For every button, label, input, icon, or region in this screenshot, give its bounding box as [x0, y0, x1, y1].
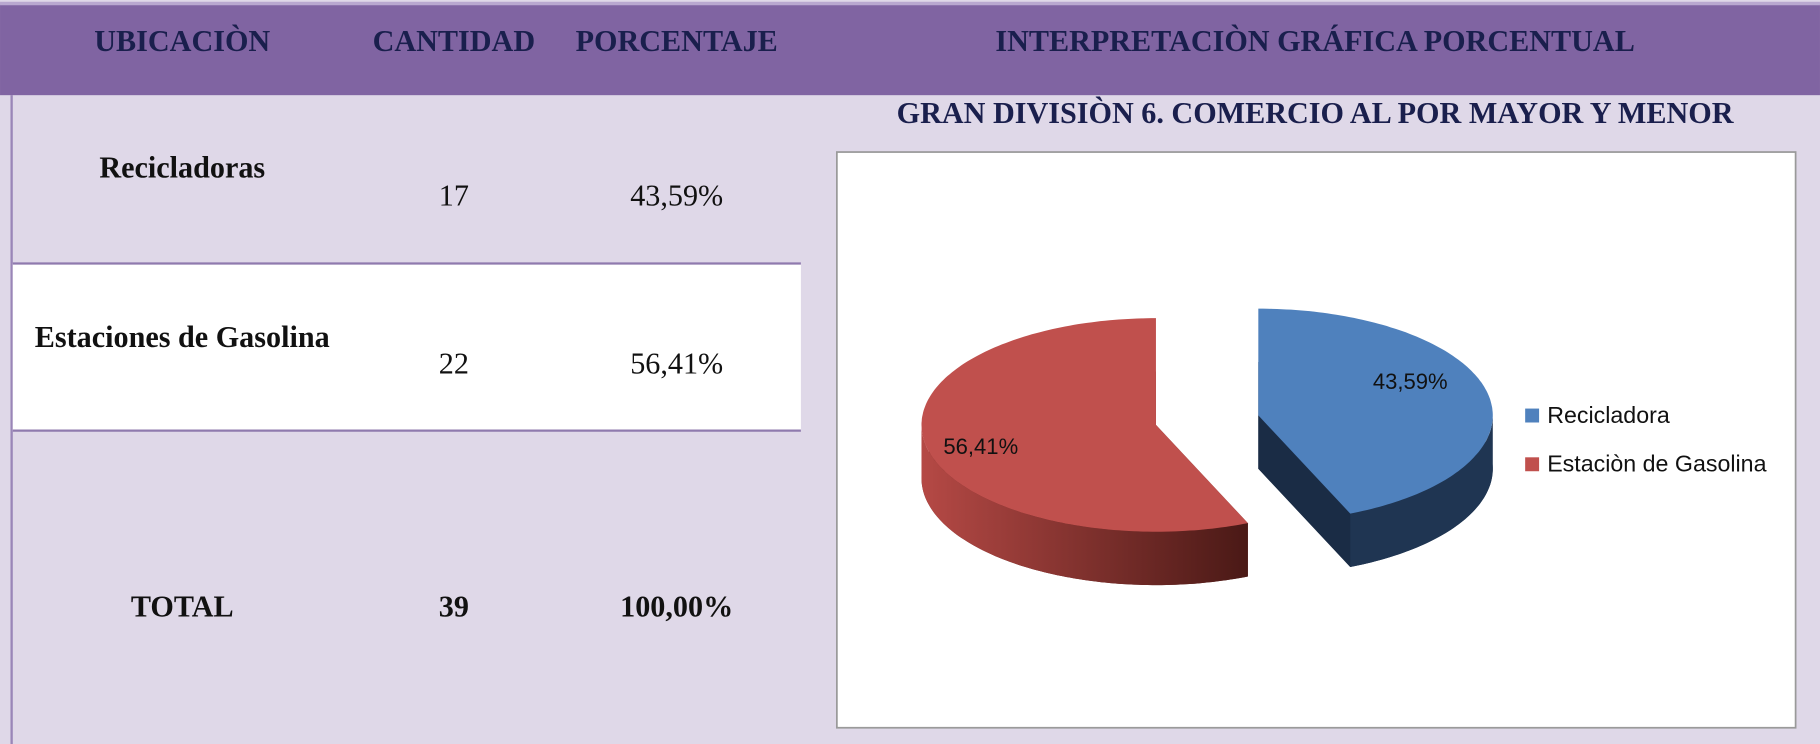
- row-label: Estaciones de Gasolina: [35, 320, 330, 354]
- chart-title: GRAN DIVISIÒN 6. COMERCIO AL POR MAYOR Y…: [897, 96, 1735, 130]
- data-label: 56,41%: [943, 434, 1018, 459]
- cell: 56,41%: [630, 347, 723, 381]
- white-row: [12, 263, 801, 431]
- legend-swatch: [1525, 408, 1540, 423]
- header-cell: UBICACIÒN: [94, 24, 270, 58]
- header-cell: INTERPRETACIÒN GRÁFICA PORCENTUAL: [995, 24, 1634, 58]
- slice-cut-face: [1258, 415, 1351, 567]
- header-band: [0, 3, 1820, 96]
- cell: 22: [439, 347, 469, 381]
- slice: [921, 318, 1248, 532]
- total-label: TOTAL: [131, 589, 234, 623]
- slice: [1258, 308, 1493, 514]
- cell: 43,59%: [630, 178, 723, 212]
- row-label: Recicladoras: [99, 151, 265, 185]
- total-cell: 100,00%: [620, 589, 733, 623]
- legend-label: Estaciòn de Gasolina: [1547, 451, 1766, 477]
- legend-label: Recicladora: [1547, 402, 1670, 428]
- header-cell: CANTIDAD: [373, 24, 536, 58]
- total-cell: 39: [439, 589, 469, 623]
- slice-side: [921, 424, 1248, 586]
- legend-swatch: [1525, 457, 1540, 472]
- cell: 17: [439, 178, 469, 212]
- header-cell: PORCENTAJE: [576, 24, 778, 58]
- data-label: 43,59%: [1373, 369, 1448, 394]
- slice-side: [1350, 415, 1493, 567]
